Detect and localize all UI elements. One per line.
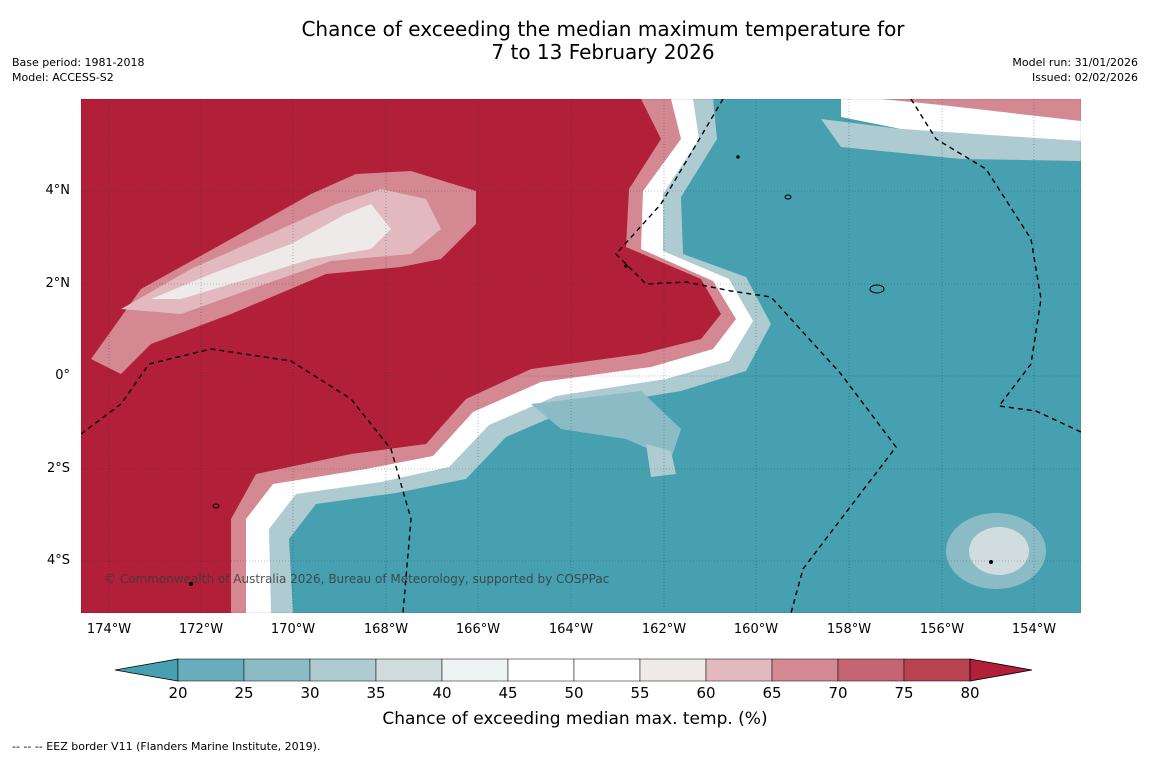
lat-label-2s: 2°S: [46, 461, 70, 476]
forecast-map[interactable]: [81, 99, 1081, 613]
lon-label-158w: 158°W: [826, 622, 872, 637]
colorbar-label: Chance of exceeding median max. temp. (%…: [382, 709, 768, 729]
low-region-light-patch: [531, 391, 681, 459]
colorbar-segment: [243, 658, 311, 682]
colorbar-arrow-high: [969, 658, 1033, 682]
northern-band-light: [821, 119, 1081, 161]
lon-label-172w: 172°W: [178, 622, 224, 637]
colorbar-tick: 70: [828, 684, 848, 702]
lon-label-154w: 154°W: [1011, 622, 1057, 637]
colorbar-tick: 50: [564, 684, 584, 702]
colorbar-arrow-low: [114, 658, 179, 682]
lon-label-156w: 156°W: [919, 622, 965, 637]
low-region-light-patch: [646, 444, 676, 477]
colorbar-tick: 35: [366, 684, 386, 702]
copyright-notice: © Commonwealth of Australia 2026, Bureau…: [104, 572, 610, 586]
issued-date: Issued: 02/02/2026: [1031, 71, 1138, 84]
colorbar-segment: [639, 658, 707, 682]
cool-patch: [969, 527, 1029, 575]
northern-band-white: [841, 99, 1081, 141]
colorbar-tick: 65: [762, 684, 782, 702]
lon-label-168w: 168°W: [363, 622, 409, 637]
northern-band: [881, 99, 1081, 121]
colorbar-tick: 30: [300, 684, 320, 702]
eez-footnote: -- -- -- EEZ border V11 (Flanders Marine…: [12, 740, 321, 753]
colorbar-tick: 75: [894, 684, 914, 702]
colorbar-segment: [375, 658, 443, 682]
map-title: Chance of exceeding the median maximum t…: [301, 17, 905, 64]
colorbar-segment: [837, 658, 905, 682]
colorbar-segment: [771, 658, 839, 682]
base-period: Base period: 1981-2018: [12, 56, 145, 69]
colorbar-tick: 25: [234, 684, 254, 702]
lat-label-4s: 4°S: [46, 553, 70, 568]
colorbar-segment: [705, 658, 773, 682]
colorbar-tick: 45: [498, 684, 518, 702]
model-name: Model: ACCESS-S2: [12, 71, 114, 84]
lat-label-4n: 4°N: [45, 183, 71, 198]
colorbar-segment: [573, 658, 641, 682]
lat-label-0: 0°: [55, 368, 70, 383]
warm-streak-core: [151, 204, 391, 299]
low-probability-region: [289, 99, 1081, 613]
lon-label-162w: 162°W: [641, 622, 687, 637]
colorbar: [114, 658, 1033, 682]
colorbar-tick: 60: [696, 684, 716, 702]
colorbar-tick: 40: [432, 684, 452, 702]
islands: [189, 155, 993, 586]
colorbar-tick: 55: [630, 684, 650, 702]
lon-label-160w: 160°W: [733, 622, 779, 637]
lat-label-2n: 2°N: [45, 276, 71, 291]
meta-right: Model run: 31/01/2026 Issued: 02/02/2026: [1012, 55, 1138, 85]
colorbar-tick: 80: [960, 684, 980, 702]
colorbar-segment: [177, 658, 245, 682]
meta-left: Base period: 1981-2018 Model: ACCESS-S2: [12, 55, 144, 85]
lon-label-174w: 174°W: [86, 622, 132, 637]
colorbar-segment: [903, 658, 971, 682]
lon-label-166w: 166°W: [455, 622, 501, 637]
colorbar-segments: [114, 658, 1033, 682]
lon-label-164w: 164°W: [548, 622, 594, 637]
colorbar-tick: 20: [168, 684, 188, 702]
colorbar-segment: [507, 658, 575, 682]
model-run: Model run: 31/01/2026: [1012, 56, 1138, 69]
eez-borders: [81, 99, 1081, 613]
lon-label-170w: 170°W: [270, 622, 316, 637]
colorbar-segment: [309, 658, 377, 682]
colorbar-segment: [441, 658, 509, 682]
